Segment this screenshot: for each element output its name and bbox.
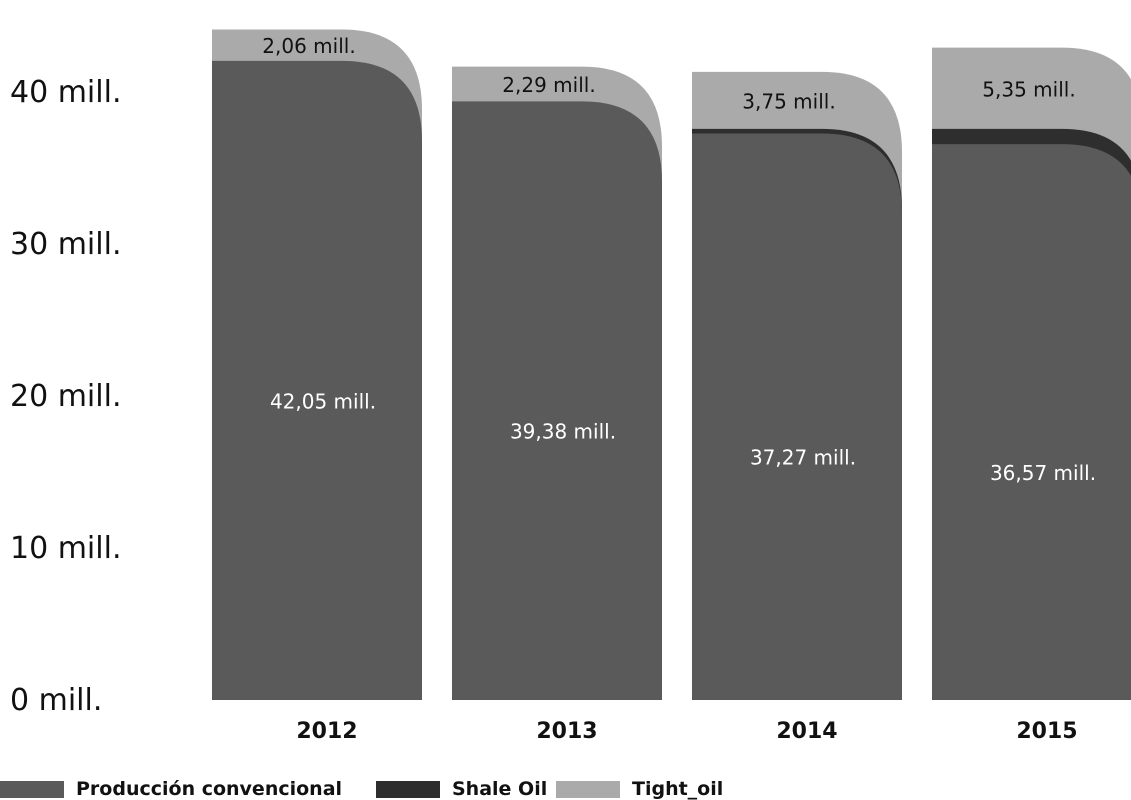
- value-label-produccion-convencional: 36,57 mill.: [990, 461, 1096, 485]
- legend-item: Producción convencional: [0, 778, 342, 800]
- value-label-produccion-convencional: 39,38 mill.: [510, 420, 616, 444]
- legend-label: Tight_oil: [632, 778, 724, 800]
- x-tick-label: 2014: [776, 719, 837, 744]
- y-tick-label: 20 mill.: [10, 379, 121, 414]
- y-tick-label: 30 mill.: [10, 227, 121, 262]
- x-tick-label: 2012: [296, 719, 357, 744]
- bar-segment-produccion-convencional: [452, 101, 662, 700]
- value-label-tight-oil: 2,29 mill.: [502, 73, 595, 97]
- legend-label: Shale Oil: [452, 778, 548, 800]
- value-label-produccion-convencional: 37,27 mill.: [750, 446, 856, 470]
- y-tick-label: 0 mill.: [10, 683, 102, 718]
- legend-item: Tight_oil: [556, 778, 723, 800]
- bar-segment-produccion-convencional: [692, 133, 902, 701]
- value-label-tight-oil: 5,35 mill.: [982, 77, 1075, 101]
- legend-swatch: [556, 780, 620, 798]
- bars: 2,06 mill. 42,05 mill. 2,29 mill. 39,38 mil…: [212, 29, 1131, 701]
- y-tick-label: 40 mill.: [10, 75, 121, 110]
- legend-item: Shale Oil: [376, 778, 547, 800]
- x-tick-label: 2015: [1016, 719, 1077, 744]
- value-label-tight-oil: 3,75 mill.: [742, 89, 835, 113]
- legend-swatch: [376, 780, 440, 798]
- y-tick-label: 10 mill.: [10, 531, 121, 566]
- legend-label: Producción convencional: [76, 778, 343, 800]
- value-label-tight-oil: 2,06 mill.: [262, 34, 355, 58]
- value-label-produccion-convencional: 42,05 mill.: [270, 389, 376, 413]
- bar-segment-produccion-convencional: [932, 144, 1131, 700]
- y-axis: 0 mill. 10 mill. 20 mill. 30 mill. 40 mill.: [10, 75, 121, 718]
- legend: Producción convencional Shale Oil Tight_oi…: [0, 778, 1131, 800]
- legend-swatch: [0, 780, 64, 798]
- bar-segment-produccion-convencional: [212, 60, 422, 700]
- x-axis: 2012 2013 2014 2015: [296, 719, 1077, 744]
- x-tick-label: 2013: [536, 719, 597, 744]
